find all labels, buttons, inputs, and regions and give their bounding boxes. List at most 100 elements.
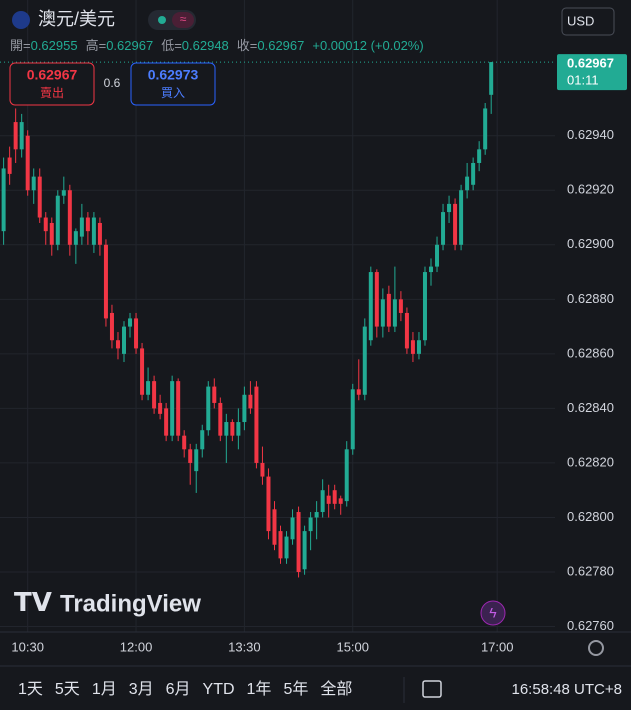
candle-body <box>200 430 205 450</box>
buy-price: 0.62973 <box>148 67 199 83</box>
candle-body <box>236 422 241 436</box>
range-button[interactable]: 全部 <box>320 680 352 698</box>
sell-button[interactable] <box>9 62 95 106</box>
y-tick-label: 0.62800 <box>567 509 614 524</box>
y-tick-label: 0.62900 <box>567 236 614 251</box>
candle-body <box>188 449 193 463</box>
overlay: 澳元/美元 ≈ USD 開=0.62955 高=0.62967 低=0.62948 收… <box>0 7 631 703</box>
candle-body <box>31 176 36 191</box>
sell-label: 賣出 <box>40 85 64 100</box>
range-button[interactable]: 1天 <box>18 681 43 698</box>
range-button[interactable]: 1月 <box>92 681 117 698</box>
high-label: 高= <box>86 38 107 53</box>
y-tick-label: 0.62860 <box>567 345 614 360</box>
candle-body <box>242 394 247 423</box>
y-tick-label: 0.62880 <box>567 291 614 306</box>
ohlc-row: 開=0.62955 高=0.62967 低=0.62948 收=0.62967 +0.0… <box>10 38 424 53</box>
y-tick-label: 0.62760 <box>567 618 614 633</box>
candle-body <box>459 190 464 245</box>
candle-body <box>320 490 325 513</box>
open-label: 開= <box>10 38 31 53</box>
candle-body <box>212 386 217 403</box>
candle-body <box>140 348 145 395</box>
candle-body <box>158 402 163 414</box>
last-price: 0.62967 <box>567 56 614 71</box>
candle-body <box>266 476 271 532</box>
candle-body <box>122 326 127 354</box>
x-tick-label: 15:00 <box>336 639 369 654</box>
range-button[interactable]: 3月 <box>129 681 154 698</box>
candle-body <box>37 176 42 218</box>
candle-body <box>194 449 199 472</box>
candle-body <box>447 203 452 213</box>
candle-body <box>398 299 403 313</box>
spread: 0.6 <box>104 76 121 90</box>
y-tick-label: 0.62920 <box>567 182 614 197</box>
y-tick-label: 0.62940 <box>567 127 614 142</box>
currency-button[interactable] <box>561 7 615 36</box>
candle-body <box>308 517 313 532</box>
candle-body <box>182 435 187 450</box>
candle-body <box>428 266 433 273</box>
close-value: 0.62967 <box>257 38 304 53</box>
change: +0.00012 (+0.02%) <box>312 38 423 53</box>
candle-body <box>296 512 301 573</box>
candle-body <box>404 312 409 349</box>
logo: TradingView <box>60 590 201 617</box>
candle-body <box>410 340 415 354</box>
low-label: 低= <box>161 38 182 53</box>
candle-body <box>465 176 470 191</box>
candle-body <box>332 490 337 504</box>
candle-body <box>338 498 343 504</box>
lightning-button[interactable] <box>480 600 506 626</box>
candle-body <box>206 386 211 431</box>
date-range-button[interactable] <box>422 680 442 698</box>
range-button[interactable]: 6月 <box>166 681 191 698</box>
candle-body <box>152 381 157 409</box>
candle-body <box>97 222 102 245</box>
candle-body <box>7 157 12 174</box>
settings-button[interactable] <box>588 640 604 656</box>
sell-price: 0.62967 <box>27 67 78 83</box>
candle-body <box>230 422 235 436</box>
candle-body <box>164 408 169 436</box>
candle-body <box>290 517 295 540</box>
high-value: 0.62967 <box>106 38 153 53</box>
candle-body <box>218 402 223 436</box>
candle-body <box>248 394 253 409</box>
y-tick-label: 0.62820 <box>567 454 614 469</box>
y-tick-label: 0.62840 <box>567 400 614 415</box>
candle-body <box>489 62 494 95</box>
candle-body <box>272 509 277 545</box>
currency: USD <box>567 13 594 28</box>
range-button[interactable]: YTD <box>203 681 235 698</box>
close-label: 收= <box>237 38 258 53</box>
range-button[interactable]: 5年 <box>283 680 308 698</box>
flag-icon <box>12 11 30 29</box>
candle-body <box>79 217 84 237</box>
candle-body <box>128 318 133 327</box>
market-open-dot <box>158 16 166 24</box>
candle-body <box>224 422 229 436</box>
x-tick-label: 12:00 <box>120 639 153 654</box>
x-tick-label: 10:30 <box>11 639 44 654</box>
candle-body <box>146 381 151 395</box>
candle-body <box>19 122 24 150</box>
buy-button[interactable] <box>130 62 216 106</box>
range-button[interactable]: 1年 <box>247 680 272 698</box>
candle-body <box>61 190 66 196</box>
x-tick-label: 13:30 <box>228 639 261 654</box>
candle-body <box>43 217 48 232</box>
candle-body <box>67 190 72 245</box>
candle-body <box>380 299 385 327</box>
candle-body <box>477 149 482 163</box>
range-button[interactable]: 5天 <box>55 681 80 698</box>
candle-body <box>55 195 60 245</box>
clock: 16:58:48 UTC+8 <box>512 681 623 698</box>
candle-body <box>435 244 440 267</box>
candle-body <box>254 386 259 463</box>
plot <box>0 0 556 632</box>
